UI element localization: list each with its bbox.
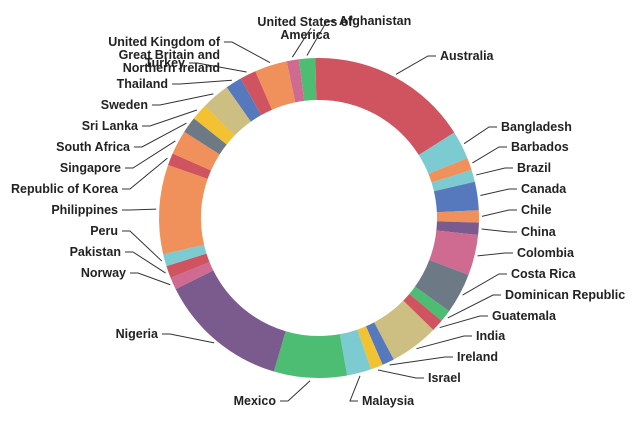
- slice-barbados: [428, 158, 472, 183]
- slice-chile: [436, 210, 479, 223]
- leader-line-australia: [395, 55, 436, 75]
- slice-bangladesh: [418, 132, 468, 174]
- slice-australia: [315, 58, 455, 155]
- leader-line-colombia: [477, 252, 513, 257]
- slice-labels: Afghanistan Australia Bangladesh Barbados Br…: [11, 14, 625, 408]
- slice-brazil: [431, 169, 475, 192]
- leader-line-chile: [481, 209, 517, 217]
- leader-line-canada: [480, 188, 517, 196]
- slice-sweden: [204, 87, 251, 136]
- slice-philippines: [159, 164, 208, 255]
- leader-line-thailand: [172, 79, 232, 85]
- leader-line-bangladesh: [463, 126, 497, 145]
- slice-sri-lanka: [193, 105, 235, 145]
- slice-guatemala: [403, 293, 442, 331]
- label-nigeria: Nigeria: [116, 327, 159, 341]
- label-sri-lanka: Sri Lanka: [82, 119, 139, 133]
- slice-norway: [170, 262, 214, 290]
- label-peru: Peru: [90, 224, 118, 238]
- slice-malaysia: [339, 329, 372, 376]
- leader-line-pakistan: [125, 251, 166, 274]
- label-malaysia: Malaysia: [362, 394, 415, 408]
- slice-india: [374, 300, 434, 360]
- slice-nigeria: [175, 270, 286, 372]
- leader-line-nigeria: [162, 333, 215, 344]
- label-india: India: [476, 329, 506, 343]
- slice-mexico: [273, 331, 348, 378]
- label-dominican-republic: Dominican Republic: [505, 288, 625, 302]
- leader-line-sweden: [152, 93, 214, 106]
- leader-line-costa-rica: [462, 273, 507, 296]
- slice-dominican-republic: [409, 286, 450, 321]
- slice-united-states-of-america: [286, 59, 305, 103]
- label-afghanistan: Afghanistan: [339, 14, 411, 28]
- slice-thailand: [226, 78, 262, 122]
- slice-united-kingdom-of-great-britain-and-northern-ireland: [255, 61, 296, 110]
- leader-line-republic-of-korea: [122, 157, 168, 190]
- label-china: China: [521, 225, 557, 239]
- leader-line-philippines: [122, 208, 157, 211]
- label-chile: Chile: [521, 203, 552, 217]
- label-pakistan: Pakistan: [70, 245, 121, 259]
- slice-china: [436, 221, 479, 235]
- label-costa-rica: Costa Rica: [511, 267, 577, 281]
- leader-line-united-kingdom-of-great-britain-and-northern-ireland: [224, 41, 271, 64]
- leader-line-china: [481, 228, 517, 233]
- leader-line-united-states-of-america: [291, 27, 312, 58]
- label-republic-of-korea: Republic of Korea: [11, 182, 119, 196]
- label-united-kingdom-of-great-britain-and-northern-ireland: United Kingdom of Great Britain and Northe…: [108, 35, 221, 75]
- label-thailand: Thailand: [117, 77, 168, 91]
- leader-line-singapore: [125, 140, 176, 169]
- leader-line-guatemala: [439, 315, 488, 329]
- leader-line-norway: [130, 272, 171, 286]
- label-sweden: Sweden: [101, 98, 148, 112]
- label-philippines: Philippines: [51, 203, 118, 217]
- slice-costa-rica: [414, 259, 469, 312]
- slice-peru: [163, 244, 207, 267]
- label-guatemala: Guatemala: [492, 309, 557, 323]
- label-mexico: Mexico: [234, 394, 277, 408]
- leader-line-turkey: [189, 62, 247, 73]
- label-turkey: Turkey: [145, 56, 185, 70]
- leader-line-israel: [377, 369, 424, 379]
- slice-afghanistan: [298, 58, 317, 101]
- leader-line-afghanistan: [306, 20, 335, 56]
- leader-line-barbados: [472, 146, 507, 164]
- label-norway: Norway: [81, 266, 126, 280]
- slice-israel: [357, 326, 383, 370]
- leader-line-brazil: [476, 167, 513, 176]
- label-singapore: Singapore: [60, 161, 121, 175]
- label-brazil: Brazil: [517, 161, 551, 175]
- slice-canada: [433, 181, 479, 213]
- label-colombia: Colombia: [517, 246, 575, 260]
- leader-line-dominican-republic: [447, 294, 501, 319]
- leader-line-malaysia: [349, 375, 361, 402]
- leader-line-sri-lanka: [142, 109, 198, 127]
- slice-ireland: [365, 322, 394, 365]
- label-leader-lines: [122, 20, 517, 402]
- leader-line-ireland: [389, 356, 453, 366]
- leader-line-peru: [122, 230, 163, 262]
- label-bangladesh: Bangladesh: [501, 120, 572, 134]
- leader-line-mexico: [280, 380, 311, 402]
- slice-south-africa: [184, 118, 227, 155]
- label-south-africa: South Africa: [56, 140, 131, 154]
- slice-colombia: [429, 230, 479, 275]
- slice-republic-of-korea: [168, 153, 212, 179]
- slice-pakistan: [166, 253, 210, 278]
- slice-singapore: [172, 131, 220, 171]
- label-barbados: Barbados: [511, 140, 569, 154]
- donut-slices: [159, 58, 479, 378]
- label-canada: Canada: [521, 182, 567, 196]
- label-united-states-of-america: United States of America: [257, 15, 353, 42]
- leader-line-india: [416, 335, 472, 350]
- label-israel: Israel: [428, 371, 461, 385]
- leader-line-south-africa: [134, 122, 187, 148]
- label-australia: Australia: [440, 49, 495, 63]
- label-ireland: Ireland: [457, 350, 498, 364]
- slice-turkey: [240, 71, 273, 116]
